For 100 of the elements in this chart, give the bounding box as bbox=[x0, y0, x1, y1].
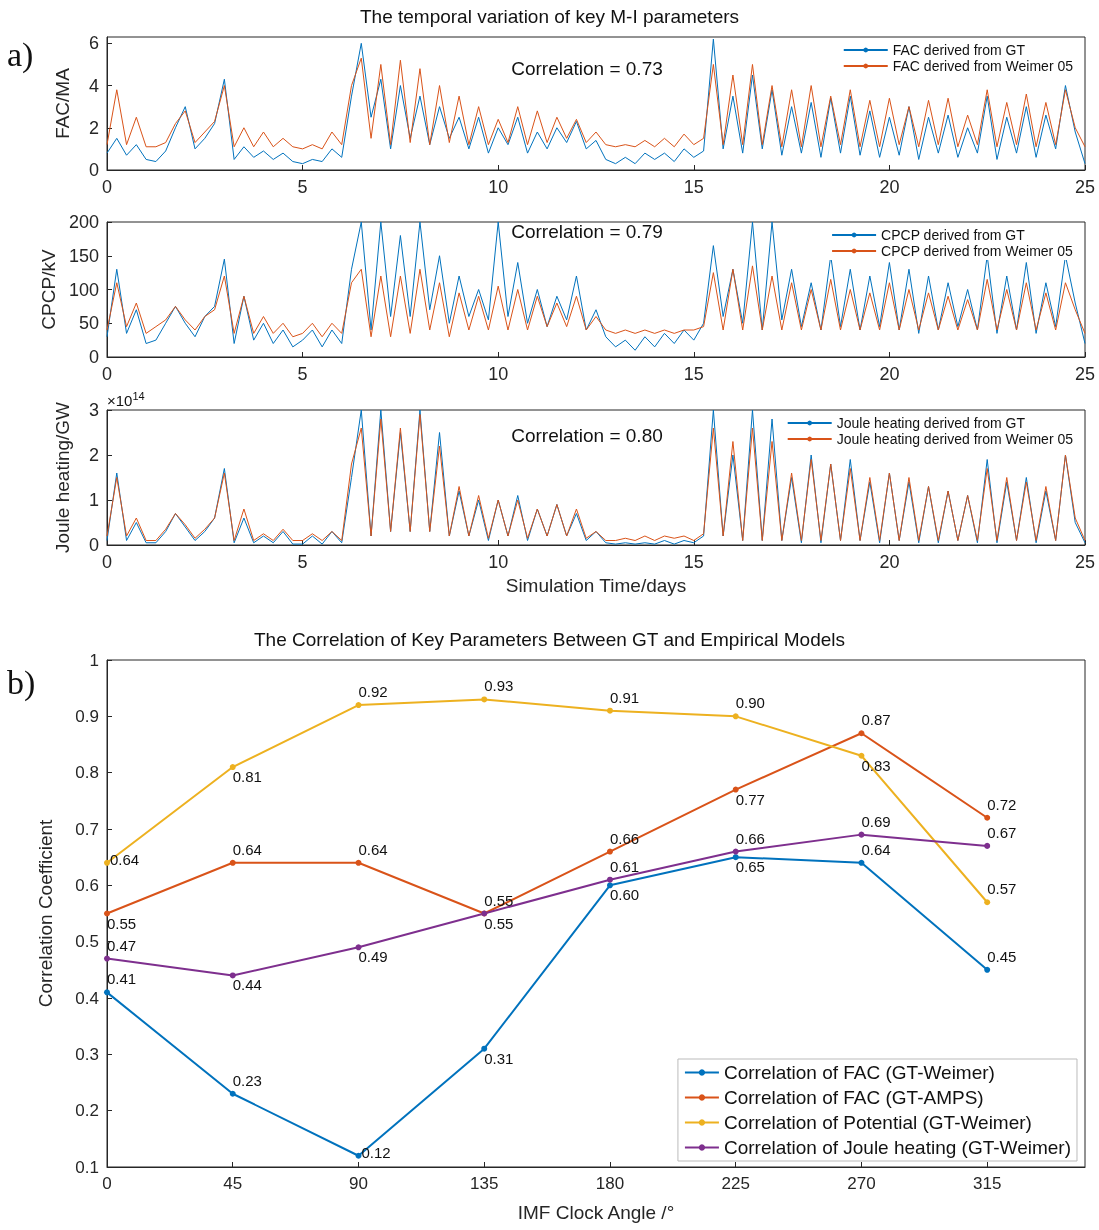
point bbox=[104, 910, 110, 917]
annotation: Correlation = 0.79 bbox=[511, 221, 663, 242]
point bbox=[606, 848, 613, 855]
x-tick-label: 0 bbox=[101, 552, 113, 572]
point bbox=[104, 955, 110, 962]
text: b) bbox=[7, 663, 36, 702]
point bbox=[732, 713, 739, 720]
x-tick-label: 25 bbox=[1074, 364, 1096, 384]
data-label: 0.12 bbox=[361, 1143, 391, 1161]
data-label: 0.44 bbox=[232, 976, 262, 994]
x-tick-label: 5 bbox=[297, 177, 308, 197]
y-tick-label: 0.1 bbox=[75, 1157, 99, 1177]
data-label: 0.55 bbox=[484, 891, 514, 909]
x-tick-label: 270 bbox=[847, 1174, 876, 1193]
text: a) bbox=[7, 35, 34, 74]
y-tick-label: 0.4 bbox=[75, 988, 99, 1008]
annotation: Correlation = 0.80 bbox=[511, 425, 663, 446]
data-label: 0.77 bbox=[735, 790, 765, 808]
data-label: 0.92 bbox=[358, 683, 388, 701]
x-axis-title: IMF Clock Angle /° bbox=[517, 1202, 675, 1223]
point bbox=[984, 842, 991, 849]
y-tick-label: 0.7 bbox=[75, 819, 99, 839]
x-tick-label: 25 bbox=[1074, 552, 1096, 572]
point bbox=[104, 989, 110, 996]
point bbox=[858, 859, 865, 866]
data-label: 0.66 bbox=[609, 829, 640, 847]
x-tick-label: 15 bbox=[683, 177, 704, 197]
point bbox=[355, 944, 362, 951]
point bbox=[229, 764, 236, 771]
y-tick-label: 100 bbox=[68, 279, 99, 300]
legend-label: FAC derived from GT bbox=[892, 42, 1026, 58]
x-tick-label: 5 bbox=[297, 552, 308, 572]
data-label: 0.64 bbox=[232, 840, 262, 858]
point bbox=[732, 854, 739, 861]
point bbox=[355, 859, 362, 866]
line-series bbox=[106, 265, 1086, 338]
y-tick-label: 0.8 bbox=[75, 763, 99, 783]
y-tick-label: 2 bbox=[88, 445, 99, 465]
x-tick-label: 0 bbox=[102, 1174, 112, 1193]
data-label: 0.31 bbox=[484, 1049, 514, 1067]
legend-label: FAC derived from Weimer 05 bbox=[892, 58, 1074, 74]
data-label: 0.23 bbox=[232, 1071, 262, 1089]
x-tick-label: 0 bbox=[101, 364, 113, 384]
x-tick-label: 0 bbox=[101, 177, 113, 197]
y-tick-label: 1 bbox=[89, 650, 99, 670]
x-axis-title: Simulation Time/days bbox=[505, 574, 687, 596]
data-label: 0.66 bbox=[735, 829, 765, 847]
data-label: 0.64 bbox=[861, 840, 891, 858]
y-tick-label: 0.6 bbox=[75, 875, 99, 895]
point bbox=[606, 876, 613, 883]
y-tick-label: 0.2 bbox=[75, 1101, 99, 1121]
x-tick-label: 20 bbox=[879, 364, 900, 384]
data-label: 0.60 bbox=[609, 886, 640, 904]
annotation: Correlation = 0.73 bbox=[511, 58, 663, 79]
y-tick-label: 0 bbox=[88, 535, 99, 555]
x-tick-label: 225 bbox=[721, 1174, 750, 1193]
data-label: 0.90 bbox=[735, 694, 765, 712]
x-tick-label: 315 bbox=[973, 1174, 1002, 1193]
y-tick-label: 0 bbox=[88, 160, 99, 180]
legend-label: Correlation of FAC (GT-AMPS) bbox=[723, 1087, 984, 1108]
point bbox=[481, 696, 488, 703]
y-tick-label: 1 bbox=[88, 490, 99, 510]
point bbox=[355, 702, 362, 709]
data-label: 0.69 bbox=[861, 812, 891, 830]
y-tick-label: 0.3 bbox=[75, 1044, 99, 1064]
y-axis-title: FAC/MA bbox=[52, 67, 73, 139]
y-tick-label: 150 bbox=[68, 245, 99, 266]
legend-label: Joule heating derived from Weimer 05 bbox=[836, 431, 1074, 447]
point bbox=[858, 752, 865, 759]
point bbox=[858, 730, 865, 737]
y-tick-label: 200 bbox=[68, 212, 99, 232]
data-label: 0.61 bbox=[609, 857, 640, 875]
point bbox=[606, 882, 613, 889]
data-label: 0.64 bbox=[110, 850, 140, 868]
x-tick-label: 10 bbox=[488, 364, 509, 384]
x-tick-label: 25 bbox=[1074, 177, 1096, 197]
chart-title: The temporal variation of key M-I parameters bbox=[359, 6, 740, 27]
line-series bbox=[106, 38, 1086, 165]
point bbox=[606, 707, 613, 714]
x-tick-label: 20 bbox=[879, 552, 900, 572]
legend-label: Correlation of Joule heating (GT-Weimer) bbox=[723, 1137, 1072, 1158]
data-label: 0.67 bbox=[987, 823, 1017, 841]
x-tick-label: 10 bbox=[488, 552, 509, 572]
point bbox=[355, 1152, 362, 1159]
data-label: 0.45 bbox=[987, 947, 1017, 965]
point bbox=[858, 831, 865, 838]
x-tick-label: 15 bbox=[683, 552, 704, 572]
line-series bbox=[106, 57, 1086, 150]
point bbox=[104, 859, 110, 866]
point bbox=[229, 1090, 236, 1097]
data-label: 0.65 bbox=[735, 858, 765, 876]
data-label: 0.55 bbox=[484, 914, 514, 932]
y-axis-title: Correlation Coefficient bbox=[35, 818, 56, 1008]
y-tick-label: 3 bbox=[88, 400, 99, 420]
y-axis-title: CPCP/kV bbox=[38, 249, 60, 330]
point bbox=[229, 859, 236, 866]
data-label: 0.57 bbox=[987, 880, 1017, 898]
x-tick-label: 15 bbox=[683, 364, 704, 384]
data-label: 0.49 bbox=[358, 948, 388, 966]
x-tick-label: 5 bbox=[297, 364, 308, 384]
